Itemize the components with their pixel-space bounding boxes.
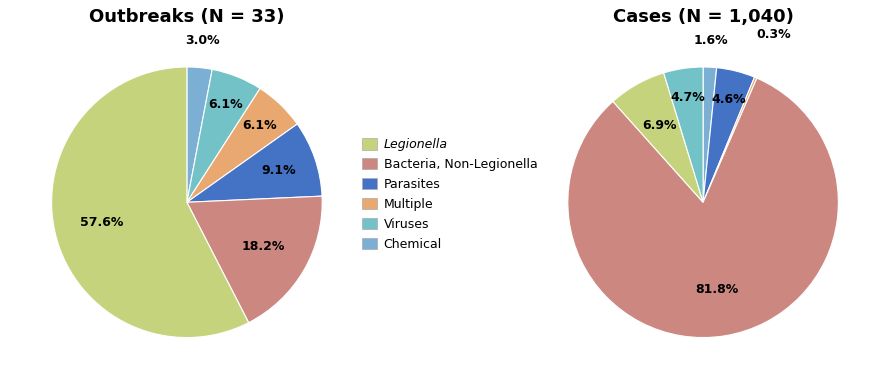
Text: 0.3%: 0.3% (756, 28, 791, 40)
Text: 81.8%: 81.8% (695, 282, 739, 296)
Wedge shape (187, 196, 322, 322)
Wedge shape (703, 77, 756, 202)
Text: 6.1%: 6.1% (208, 98, 243, 111)
Wedge shape (187, 124, 322, 202)
Wedge shape (187, 88, 297, 202)
Wedge shape (613, 73, 703, 202)
Text: 4.6%: 4.6% (711, 93, 746, 107)
Wedge shape (187, 67, 212, 202)
Title: Cases (N = 1,040): Cases (N = 1,040) (612, 8, 794, 26)
Wedge shape (52, 67, 248, 338)
Text: 6.1%: 6.1% (242, 119, 277, 133)
Text: 3.0%: 3.0% (185, 34, 220, 47)
Wedge shape (664, 67, 703, 202)
Text: 57.6%: 57.6% (80, 216, 123, 230)
Text: 1.6%: 1.6% (694, 34, 729, 47)
Text: 4.7%: 4.7% (670, 91, 705, 104)
Text: 6.9%: 6.9% (643, 119, 677, 132)
Text: 9.1%: 9.1% (262, 164, 296, 177)
Wedge shape (703, 68, 755, 202)
Legend: Legionella, Bacteria, Non-Legionella, Parasites, Multiple, Viruses, Chemical: Legionella, Bacteria, Non-Legionella, Pa… (362, 138, 538, 251)
Wedge shape (568, 78, 838, 338)
Wedge shape (703, 67, 716, 202)
Title: Outbreaks (N = 33): Outbreaks (N = 33) (89, 8, 285, 26)
Text: 18.2%: 18.2% (241, 240, 285, 253)
Wedge shape (187, 69, 260, 202)
